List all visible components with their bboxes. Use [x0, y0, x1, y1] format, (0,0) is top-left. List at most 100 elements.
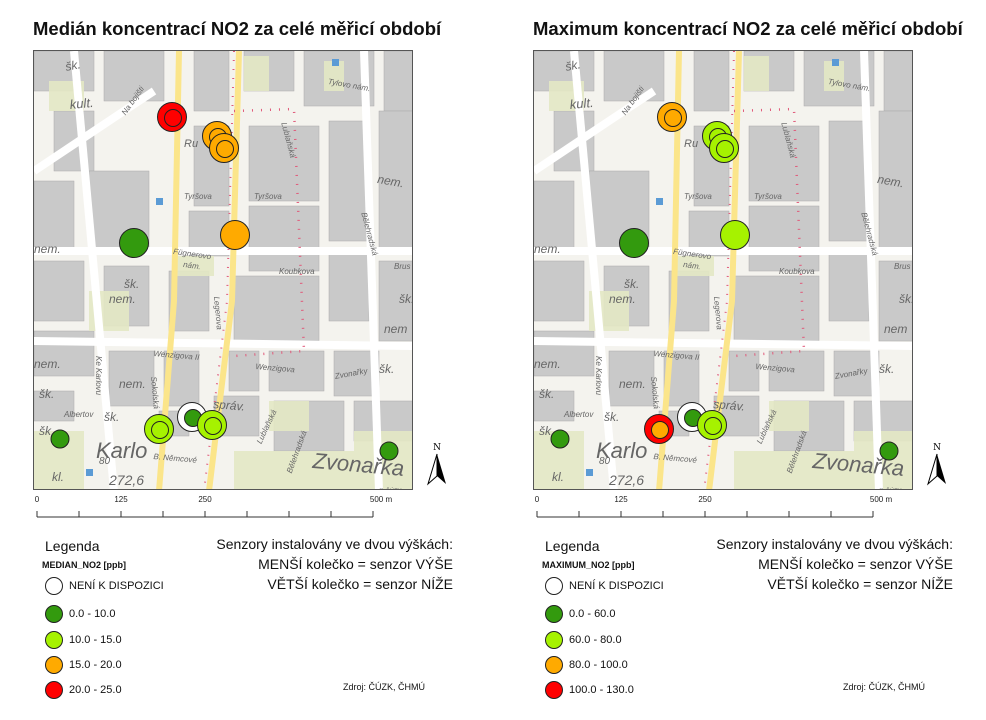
legend-swatch — [545, 631, 563, 649]
scale-label: 250 — [198, 495, 212, 504]
map-label: šk. — [879, 362, 894, 376]
map-label: 272,6 — [608, 472, 644, 488]
sensor-marker[interactable] — [197, 410, 227, 440]
map-frame[interactable]: šk. kult. Na bojišti Ru Tylovo nám. Lublaňská… — [33, 50, 413, 490]
panel-maximum: Maximum koncentrací NO2 za celé měřicí o… — [500, 0, 986, 720]
map-label: Legerova — [212, 296, 224, 331]
scale-label: 500 m — [369, 495, 393, 504]
sensor-lower-circle[interactable] — [720, 220, 750, 250]
legend-swatch — [45, 656, 63, 674]
sensor-marker[interactable] — [209, 133, 239, 163]
sensor-upper-circle[interactable] — [151, 421, 169, 439]
note-line: VĚTŠÍ kolečko = senzor NÍŽE — [267, 576, 453, 592]
scale-bar: 0 125 250 500 m — [33, 495, 433, 520]
map-label: šk. — [104, 410, 119, 424]
legend-label: NENÍ K DISPOZICI — [69, 580, 164, 592]
legend-field: MEDIAN_NO2 [ppb] — [42, 560, 126, 570]
sensor-height-note: Senzory instalovány ve dvou výškách: MEN… — [216, 534, 453, 594]
sensor-upper-circle[interactable] — [716, 140, 734, 158]
sensor-lower-circle[interactable] — [619, 228, 649, 258]
map-label: nám. — [183, 260, 202, 271]
legend-swatch — [45, 577, 63, 595]
map-label: nem. — [534, 357, 561, 371]
sensor-marker[interactable] — [709, 133, 739, 163]
scale-label: 125 — [114, 495, 128, 504]
map-label: nem. — [876, 172, 905, 190]
source-credit: Zdroj: ČÚZK, ČHMÚ — [343, 682, 426, 692]
map-label: Wenzigova — [755, 362, 796, 374]
sensor-marker[interactable] — [697, 410, 727, 440]
map-label: nem. — [376, 172, 405, 190]
map-title: Medián koncentrací NO2 za celé měřicí ob… — [33, 18, 442, 39]
legend-swatch — [545, 681, 563, 699]
map-label: Albertov — [563, 410, 594, 419]
map-label: Koubkova — [279, 267, 315, 276]
sensor-upper-circle[interactable] — [204, 417, 222, 435]
map-label: šk. — [64, 57, 82, 73]
map-label: kl. — [552, 470, 564, 484]
sensor-upper-circle[interactable] — [664, 109, 682, 127]
sensor-upper-circle[interactable] — [379, 441, 399, 461]
map-label: nem. — [534, 242, 561, 256]
sensor-upper-circle[interactable] — [164, 109, 182, 127]
sensor-upper-circle[interactable] — [879, 441, 899, 461]
sensor-upper-circle[interactable] — [550, 429, 570, 449]
sensor-upper-circle[interactable] — [704, 417, 722, 435]
map-label: Brus — [394, 262, 410, 271]
sensor-marker[interactable] — [619, 228, 649, 258]
sensor-upper-circle[interactable] — [216, 140, 234, 158]
legend-item: 60.0 - 80.0 — [545, 630, 622, 650]
map-label: Karlo — [96, 438, 147, 463]
note-line: Senzory instalovány ve dvou výškách: — [216, 536, 453, 552]
sensor-marker[interactable] — [879, 441, 899, 461]
sensor-marker[interactable] — [50, 429, 70, 449]
map-title: Maximum koncentrací NO2 za celé měřicí o… — [533, 18, 963, 39]
map-label: nem — [884, 322, 907, 336]
sensor-marker[interactable] — [119, 228, 149, 258]
sensor-marker[interactable] — [144, 414, 174, 444]
source-credit: Zdroj: ČÚZK, ČHMÚ — [843, 682, 926, 692]
map-label: Tyršova — [754, 192, 782, 201]
legend-label: 10.0 - 15.0 — [69, 634, 122, 646]
legend-title: Legenda — [545, 538, 600, 554]
sensor-lower-circle[interactable] — [220, 220, 250, 250]
note-line: MENŠÍ kolečko = senzor VÝŠE — [758, 556, 953, 572]
sensor-marker[interactable] — [644, 414, 674, 444]
sensor-marker[interactable] — [220, 220, 250, 250]
north-arrow-icon: N — [427, 443, 446, 486]
sensor-upper-circle[interactable] — [651, 421, 669, 439]
map-frame[interactable]: šk. kult. Na bojišti Ru Tylovo nám. Lublaňská… — [533, 50, 913, 490]
map-label: Ke Karlovu — [94, 356, 103, 396]
map-label: Tyršova — [184, 192, 212, 201]
map-label: nem — [384, 322, 407, 336]
map-label: nám. — [683, 260, 702, 271]
legend-item: NENÍ K DISPOZICI — [545, 576, 664, 596]
map-label: Legerova — [712, 296, 724, 331]
scale-label: 0 — [34, 495, 40, 504]
map-label: šk. — [379, 362, 394, 376]
legend-swatch — [45, 681, 63, 699]
sensor-marker[interactable] — [657, 102, 687, 132]
legend-item: 100.0 - 130.0 — [545, 680, 634, 700]
sensor-height-note: Senzory instalovány ve dvou výškách: MEN… — [716, 534, 953, 594]
map-label: Sokolská — [149, 376, 161, 410]
map-label: Brus — [894, 262, 910, 271]
sensor-marker[interactable] — [379, 441, 399, 461]
legend-item: 20.0 - 25.0 — [45, 680, 122, 700]
map-label: B. Němcové — [153, 452, 198, 465]
sensor-marker[interactable] — [157, 102, 187, 132]
sensor-marker[interactable] — [550, 429, 570, 449]
map-label: šk. — [39, 424, 54, 438]
sensor-upper-circle[interactable] — [50, 429, 70, 449]
map-label: šk. — [124, 277, 139, 291]
legend-label: 0.0 - 10.0 — [69, 608, 116, 620]
map-label: 80 — [99, 456, 111, 467]
map-label: nem. — [619, 377, 646, 391]
legend-label: NENÍ K DISPOZICI — [569, 580, 664, 592]
map-label: Ke Karlovu — [594, 356, 603, 396]
map-label: B. Němcové — [653, 452, 698, 465]
map-label: šk. — [564, 57, 582, 73]
sensor-marker[interactable] — [720, 220, 750, 250]
sensor-lower-circle[interactable] — [119, 228, 149, 258]
